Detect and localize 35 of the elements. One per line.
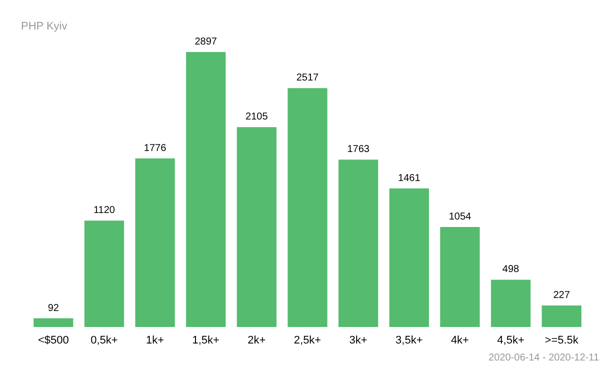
data-label: 1120: [93, 205, 116, 216]
bar: [440, 226, 480, 327]
bar: [542, 305, 582, 327]
bar: [34, 318, 74, 327]
text: 2020-06-14 - 2020-12-11: [488, 352, 600, 364]
data-label: 227: [553, 290, 570, 301]
data-label: 1763: [347, 144, 370, 156]
bar: [236, 127, 276, 327]
x-tick-label: 3,5k+: [396, 334, 423, 346]
chart-title: PHP Kyiv: [21, 20, 68, 32]
x-tick-label: 4,5k+: [497, 334, 524, 346]
bar: [490, 280, 531, 327]
x-tick-label: 3k+: [349, 334, 368, 346]
bar: [389, 188, 429, 327]
x-tick-label: 1k+: [146, 334, 164, 346]
x-tick-label: 1,5k+: [192, 334, 220, 346]
bar: [84, 220, 124, 327]
data-label: 2517: [296, 72, 320, 84]
data-label: 92: [48, 302, 60, 314]
x-tick-label: 4k+: [450, 334, 469, 346]
bar: [135, 158, 175, 327]
bar: [288, 88, 328, 327]
x-tick-label: 2k+: [248, 334, 266, 346]
data-label: 1776: [144, 142, 167, 154]
data-label: 1461: [398, 172, 421, 184]
x-tick-label: 0,5k+: [90, 334, 118, 346]
data-label: 2897: [194, 36, 218, 48]
x-tick-label: >=5.5k: [544, 334, 579, 346]
data-label: 498: [502, 264, 520, 276]
bar: [338, 160, 378, 327]
x-tick-label: 2,5k+: [294, 334, 322, 346]
data-label: 2105: [246, 112, 268, 123]
data-label: 1054: [448, 211, 472, 222]
x-tick-label: <$500: [38, 334, 69, 346]
bar: [186, 52, 226, 327]
